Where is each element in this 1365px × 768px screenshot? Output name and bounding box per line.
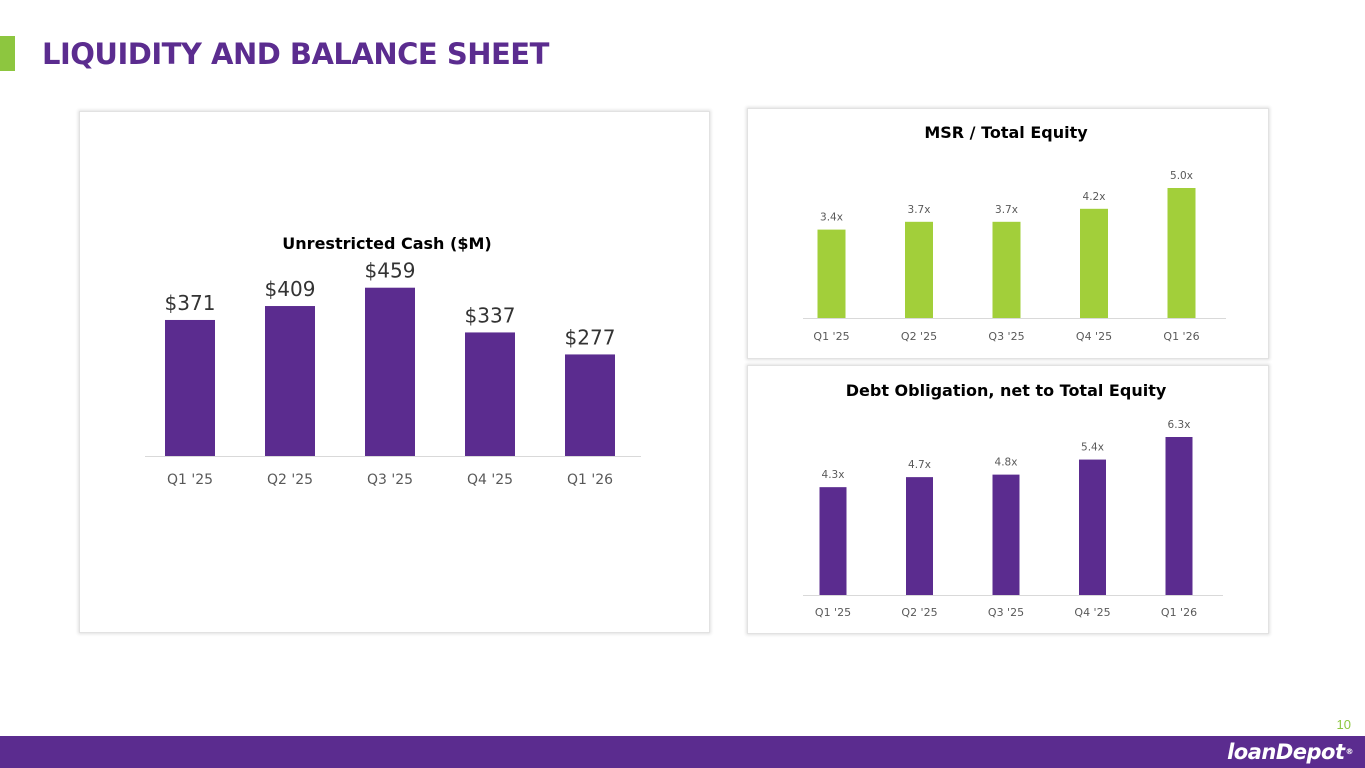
x-tick-label: Q3 '25 [988,330,1024,343]
msr-equity-chart-panel: MSR / Total Equity 3.4x Q1 '25 3.7x Q2 '25 3.… [747,108,1269,359]
data-label: $409 [265,277,316,301]
logo-trademark: ® [1345,747,1354,756]
bar-cash-0 [165,319,215,456]
debt-equity-chart: Debt Obligation, net to Total Equity 4.3x… [803,381,1223,619]
x-tick-label: Q1 '26 [567,472,613,488]
data-label: 4.8x [995,457,1018,469]
chart-title: Debt Obligation, net to Total Equity [846,381,1167,400]
bar-msr-2 [992,221,1021,318]
data-label: $337 [465,303,516,327]
bar-debt-0 [819,487,847,595]
x-tick-label: Q1 '26 [1161,606,1197,619]
data-label: $459 [365,259,416,283]
bar-debt-2 [992,474,1020,595]
logo-text: loanDepot [1227,740,1345,764]
bar-cash-4 [565,354,615,456]
bar-msr-0 [817,229,846,318]
page-title: LIQUIDITY AND BALANCE SHEET [42,37,549,71]
bar-msr-1 [905,221,933,318]
bar-debt-1 [906,477,933,595]
bar-msr-3 [1080,208,1108,318]
x-tick-label: Q1 '25 [815,606,851,619]
unrestricted-cash-chart-panel: Unrestricted Cash ($M) $371 Q1 '25 $409 Q2 '… [79,111,710,633]
title-accent-bar [0,36,15,71]
data-label: 3.7x [908,204,931,216]
x-tick-label: Q3 '25 [988,606,1024,619]
data-label: 3.4x [820,212,843,224]
data-label: $277 [565,325,616,349]
x-tick-label: Q1 '26 [1163,330,1199,343]
data-label: 4.7x [908,459,931,471]
loandepot-logo: loanDepot® [1227,739,1353,765]
x-tick-label: Q4 '25 [467,472,513,488]
bar-msr-4 [1167,188,1196,318]
x-tick-label: Q2 '25 [901,330,937,343]
chart-title: MSR / Total Equity [924,123,1088,142]
unrestricted-cash-chart: Unrestricted Cash ($M) $371 Q1 '25 $409 Q2 '… [145,234,641,488]
data-label: 6.3x [1168,419,1191,431]
x-tick-label: Q4 '25 [1076,330,1112,343]
x-tick-label: Q2 '25 [901,606,937,619]
bar-cash-1 [265,306,315,456]
bar-cash-3 [465,332,515,456]
bar-debt-4 [1165,437,1193,595]
data-label: 5.4x [1081,442,1104,454]
debt-equity-chart-panel: Debt Obligation, net to Total Equity 4.3x… [747,365,1269,634]
data-label: 4.3x [822,469,845,481]
x-tick-label: Q1 '25 [813,330,849,343]
data-label: 4.2x [1083,191,1106,203]
x-tick-label: Q2 '25 [267,472,313,488]
x-tick-label: Q4 '25 [1074,606,1110,619]
msr-equity-chart: MSR / Total Equity 3.4x Q1 '25 3.7x Q2 '25 3.… [803,123,1226,343]
bar-cash-2 [365,287,415,456]
page-number: 10 [1336,717,1351,732]
footer-bar [0,736,1365,768]
data-label: 3.7x [995,204,1018,216]
data-label: $371 [165,291,216,315]
chart-title: Unrestricted Cash ($M) [282,234,491,253]
data-label: 5.0x [1170,170,1193,182]
x-tick-label: Q1 '25 [167,472,213,488]
x-tick-label: Q3 '25 [367,472,413,488]
bar-debt-3 [1079,459,1106,595]
